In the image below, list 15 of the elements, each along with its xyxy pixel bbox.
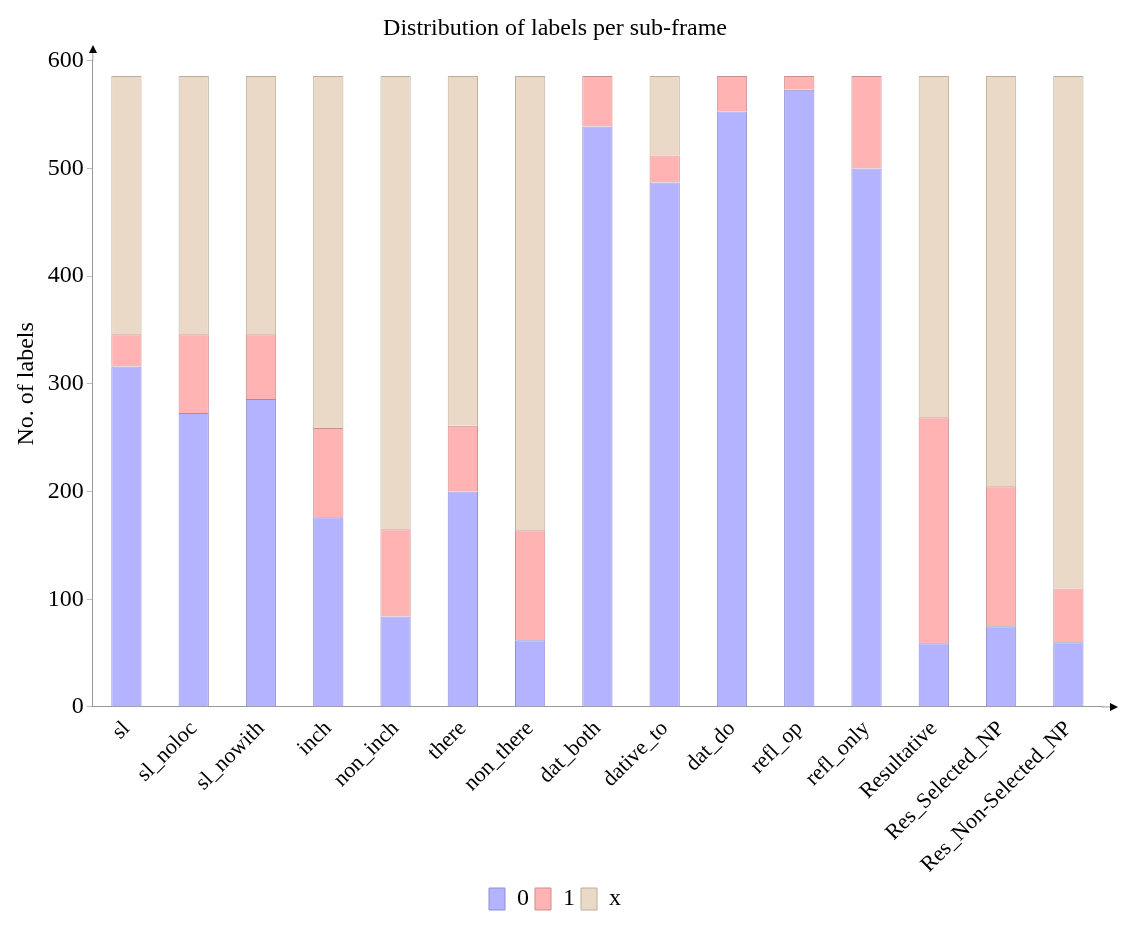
x-tick-label: inch	[291, 715, 336, 760]
y-tick-label: 0	[71, 692, 84, 719]
chart-title: Distribution of labels per sub-frame	[383, 13, 727, 40]
y-tick-label: 400	[47, 261, 84, 288]
y-tick-label: 300	[47, 369, 84, 396]
y-tick-label: 100	[47, 584, 84, 611]
x-tick-label: sl	[106, 715, 135, 744]
x-tick-label: there	[421, 715, 471, 764]
y-tick-label: 600	[47, 46, 84, 73]
legend-label: x	[609, 884, 621, 911]
y-axis-title: No. of labels	[11, 322, 38, 446]
legend-label: 1	[563, 884, 575, 911]
y-tick-label: 500	[47, 153, 84, 180]
legend-label: 0	[517, 884, 529, 911]
y-tick-label: 200	[47, 476, 84, 503]
